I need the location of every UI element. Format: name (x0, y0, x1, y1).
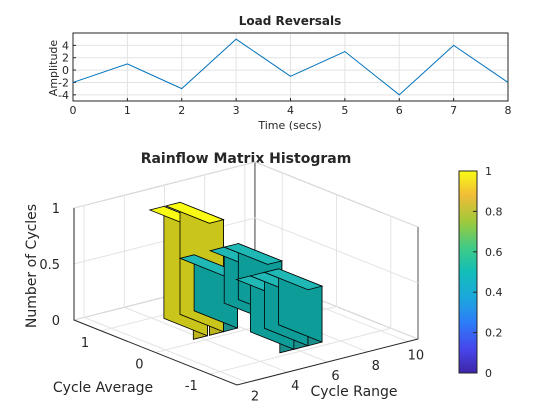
range-gridline (123, 195, 288, 373)
z-gridline (73, 217, 419, 284)
x-tick-label: 8 (505, 104, 512, 117)
number-of-cycles-label: Number of Cycles (24, 204, 40, 328)
x-tick-label: 0 (70, 104, 77, 117)
x-tick-label: 7 (450, 104, 457, 117)
load-reversals-title: Load Reversals (239, 14, 342, 28)
range-tick-label: 4 (291, 379, 299, 394)
range-tick-label: 2 (251, 389, 259, 404)
range-tick-label: 6 (331, 369, 339, 384)
x-tick-label: 4 (287, 104, 294, 117)
time-axis-label: Time (secs) (257, 119, 321, 132)
colorbar-gradient (458, 170, 478, 374)
y-tick-label: 4 (62, 39, 69, 52)
cycle-range-label: Cycle Range (310, 384, 397, 400)
range-tick-label: 10 (408, 349, 425, 364)
bar-top-face (263, 268, 324, 291)
average-gridline (155, 194, 337, 353)
average-tick-label: 1 (81, 336, 89, 351)
colorbar-tick-label: 0.8 (485, 205, 503, 218)
rainflow-title: Rainflow Matrix Histogram (141, 151, 352, 167)
colorbar: 1 0.8 0.6 0.4 0.2 0 (458, 165, 503, 380)
colorbar-tick-label: 0.6 (485, 246, 503, 259)
bar-top-face (223, 243, 284, 265)
amplitude-axis-label: Amplitude (47, 40, 60, 97)
average-gridline (209, 216, 392, 375)
z-tick-label: 1 (52, 202, 60, 217)
x-tick-label: 3 (233, 104, 240, 117)
y-tick-label: -2 (58, 76, 69, 89)
y-tick-label: 2 (62, 52, 69, 65)
bar-top-face (164, 201, 225, 224)
colorbar-tick-label: 0 (485, 367, 492, 380)
cycle-average-label: Cycle Average (53, 380, 153, 396)
average-tick-label: 0 (135, 358, 143, 373)
x-tick-label: 1 (124, 104, 131, 117)
colorbar-tick-label: 0.4 (485, 286, 503, 299)
y-tick-label: 0 (62, 64, 69, 77)
rainflow-histogram: Rainflow Matrix Histogram 10.5010-124681… (24, 151, 424, 404)
range-tick-label: 8 (372, 359, 380, 374)
x-tick-label: 2 (178, 104, 185, 117)
axis-edges (73, 208, 419, 386)
colorbar-tick-label: 1 (485, 165, 492, 178)
z-tick-label: 0.5 (39, 258, 60, 273)
histogram-bar (263, 268, 324, 347)
average-tick-label: -1 (185, 379, 198, 394)
load-series-line (72, 38, 509, 96)
range-gridline (83, 205, 248, 383)
x-tick-label: 5 (341, 104, 348, 117)
z-gridline (73, 161, 419, 228)
x-tick-label: 6 (396, 104, 403, 117)
y-tick-label: -4 (58, 89, 69, 102)
bar-group (148, 201, 324, 354)
colorbar-tick-label: 0.2 (485, 327, 503, 340)
z-tick-label: 0 (52, 314, 60, 329)
